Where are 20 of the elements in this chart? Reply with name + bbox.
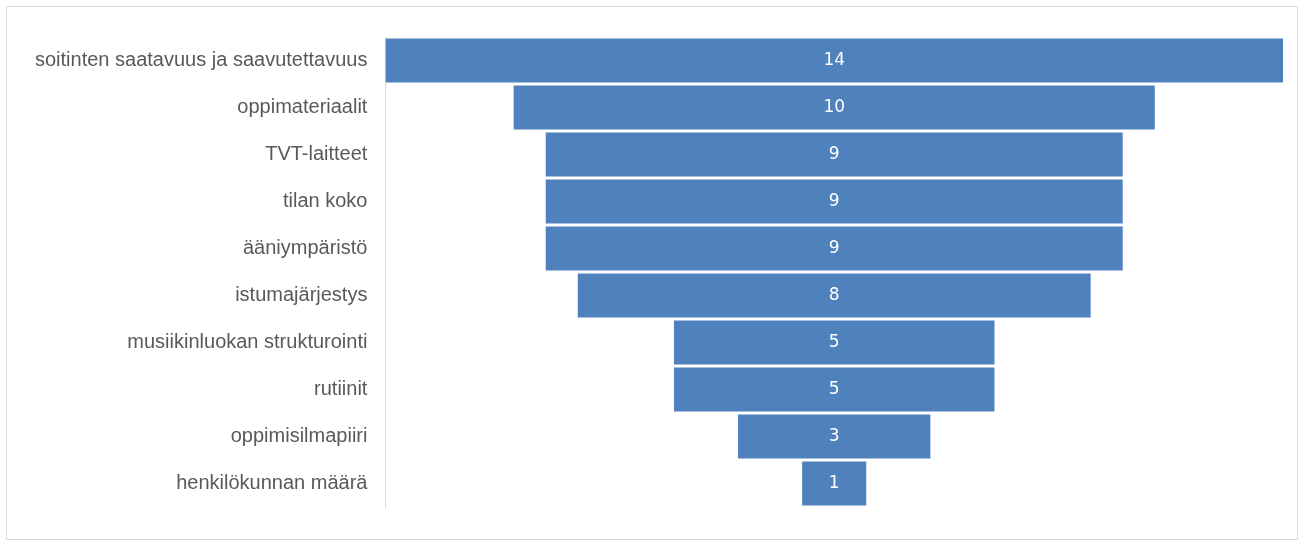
category-label: oppimisilmapiiri — [230, 424, 368, 447]
category-label: oppimateriaalit — [237, 95, 368, 118]
data-label: 3 — [828, 424, 840, 445]
data-label: 9 — [828, 236, 840, 257]
category-label: henkilökunnan määrä — [176, 471, 369, 494]
category-label: soitinten saatavuus ja saavutettavuus — [34, 48, 368, 71]
category-label: tilan koko — [282, 189, 368, 212]
data-label: 9 — [828, 189, 840, 210]
data-label: 14 — [823, 48, 846, 69]
category-label: TVT-laitteet — [265, 142, 368, 165]
category-label: musiikinluokan strukturointi — [127, 330, 368, 353]
category-label: ääniympäristö — [242, 236, 368, 259]
data-label: 5 — [828, 377, 840, 398]
data-label: 1 — [828, 471, 840, 492]
data-label: 8 — [828, 283, 840, 304]
data-label: 9 — [828, 142, 840, 163]
category-label: istumajärjestys — [235, 283, 368, 306]
category-label: rutiinit — [314, 377, 368, 400]
data-label: 10 — [823, 95, 846, 116]
data-label: 5 — [828, 330, 840, 351]
